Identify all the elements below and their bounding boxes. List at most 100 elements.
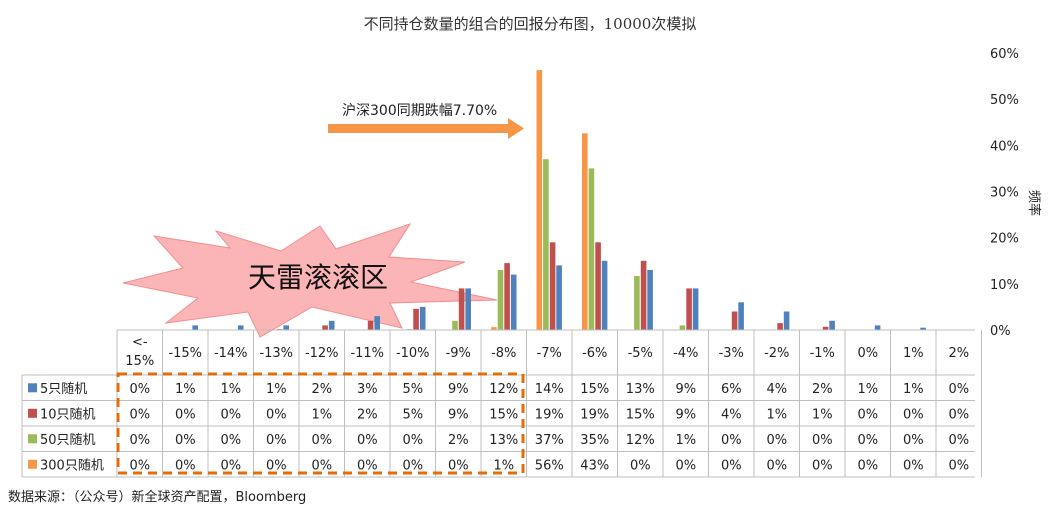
bar-0-8 (510, 274, 517, 330)
data-label: 1% (903, 382, 924, 397)
bar-0-12 (692, 288, 699, 330)
data-label: 2% (448, 433, 469, 448)
x-tick-label: 15% (125, 354, 154, 369)
data-label: 0% (721, 458, 742, 473)
x-tick-label: -8% (491, 346, 516, 361)
data-label: 35% (580, 433, 609, 448)
legend-label: 10只随机 (40, 407, 96, 422)
bar-series-group (146, 70, 972, 331)
data-label: 19% (580, 407, 609, 422)
x-tick-label: -12% (305, 346, 339, 361)
bar-0-1 (192, 325, 198, 330)
bar-0-3 (283, 325, 289, 330)
legend-label: 300只随机 (40, 458, 104, 473)
data-label: 0% (948, 458, 969, 473)
chart-title: 不同持仓数量的组合的回报分布图，10000次模拟 (364, 15, 697, 33)
bar-2-7 (452, 320, 458, 330)
x-tick-label: 2% (948, 346, 969, 361)
x-tick-label: -3% (719, 346, 744, 361)
data-label: 9% (448, 407, 469, 422)
legend-swatch (28, 408, 37, 418)
data-label: 0% (812, 458, 833, 473)
data-label: 56% (535, 458, 564, 473)
data-label: 13% (626, 382, 655, 397)
data-label: 0% (129, 382, 150, 397)
bar-0-14 (783, 311, 790, 330)
x-tick-label: -4% (673, 346, 698, 361)
legend-swatch (28, 383, 37, 393)
y-tick-label: 20% (990, 232, 1019, 247)
data-label: 15% (626, 407, 655, 422)
data-label: 0% (266, 407, 287, 422)
y-axis: 0% 10% 20% 30% 40% 50% 60% (990, 47, 1019, 339)
y-tick-label: 60% (990, 47, 1019, 62)
data-label: 0% (812, 433, 833, 448)
data-label: 3% (357, 382, 378, 397)
data-table: <- 15% -15% -14% -13% -12% -11% -10% -9% -8% -7% -6… (21, 329, 982, 478)
legend-label: 5只随机 (40, 382, 87, 397)
x-tick-label: -2% (764, 346, 789, 361)
data-label: 1% (493, 458, 514, 473)
bar-1-14 (777, 323, 783, 330)
data-label: 0% (857, 458, 878, 473)
data-label: 0% (311, 458, 332, 473)
data-label: 0% (630, 458, 651, 473)
y-tick-label: 10% (990, 278, 1019, 293)
data-label: 1% (857, 382, 878, 397)
bar-1-10 (595, 242, 601, 330)
x-tick-label: -13% (259, 346, 293, 361)
data-label: 1% (812, 407, 833, 422)
bar-2-11 (634, 276, 640, 330)
data-label: 0% (721, 433, 742, 448)
x-tick-label: <- (132, 335, 148, 350)
data-label: 5% (402, 407, 423, 422)
x-tick-label: -5% (628, 346, 653, 361)
data-label: 0% (175, 433, 196, 448)
data-label: 0% (903, 458, 924, 473)
bar-2-8 (497, 270, 504, 330)
data-label: 13% (489, 433, 518, 448)
x-tick-label: -10% (396, 346, 430, 361)
data-label: 0% (129, 407, 150, 422)
bar-0-16 (874, 325, 881, 330)
data-source-note: 数据来源：（公众号）新全球资产配置，Bloomberg (8, 490, 307, 505)
data-label: 0% (903, 407, 924, 422)
data-label: 12% (489, 382, 518, 397)
data-label: 1% (675, 433, 696, 448)
data-label: 0% (220, 458, 241, 473)
data-label: 0% (266, 433, 287, 448)
csi300-arrow: 沪深300同期跌幅7.70% (328, 103, 524, 139)
data-label: 0% (357, 433, 378, 448)
data-label: 2% (812, 382, 833, 397)
legend-swatch (28, 459, 37, 469)
thunder-zone-label: 天雷滚滚区 (248, 261, 388, 294)
data-label: 0% (766, 433, 787, 448)
data-label: 2% (357, 407, 378, 422)
y-tick-label: 0% (990, 324, 1011, 339)
data-label: 19% (535, 407, 564, 422)
data-label: 14% (535, 382, 564, 397)
bar-1-9 (549, 242, 556, 330)
y-tick-label: 30% (990, 186, 1019, 201)
bar-1-8 (504, 263, 510, 330)
data-label: 9% (448, 382, 469, 397)
data-label: 1% (766, 407, 787, 422)
data-label: 0% (129, 458, 150, 473)
x-tick-label: 1% (903, 346, 924, 361)
burst-shape (122, 223, 498, 338)
data-label: 0% (903, 433, 924, 448)
bar-1-15 (822, 326, 829, 330)
data-label: 0% (948, 382, 969, 397)
bar-0-13 (738, 302, 744, 330)
y-axis-label: 频率 (1026, 190, 1042, 216)
bar-0-7 (465, 288, 471, 330)
bar-2-10 (588, 168, 595, 330)
bar-3-10 (582, 133, 588, 330)
bar-0-6 (419, 306, 426, 330)
data-label: 1% (175, 382, 196, 397)
data-label: 0% (311, 433, 332, 448)
data-label: 0% (175, 407, 196, 422)
y-tick-label: 40% (990, 139, 1019, 154)
x-tick-label: -6% (582, 346, 607, 361)
